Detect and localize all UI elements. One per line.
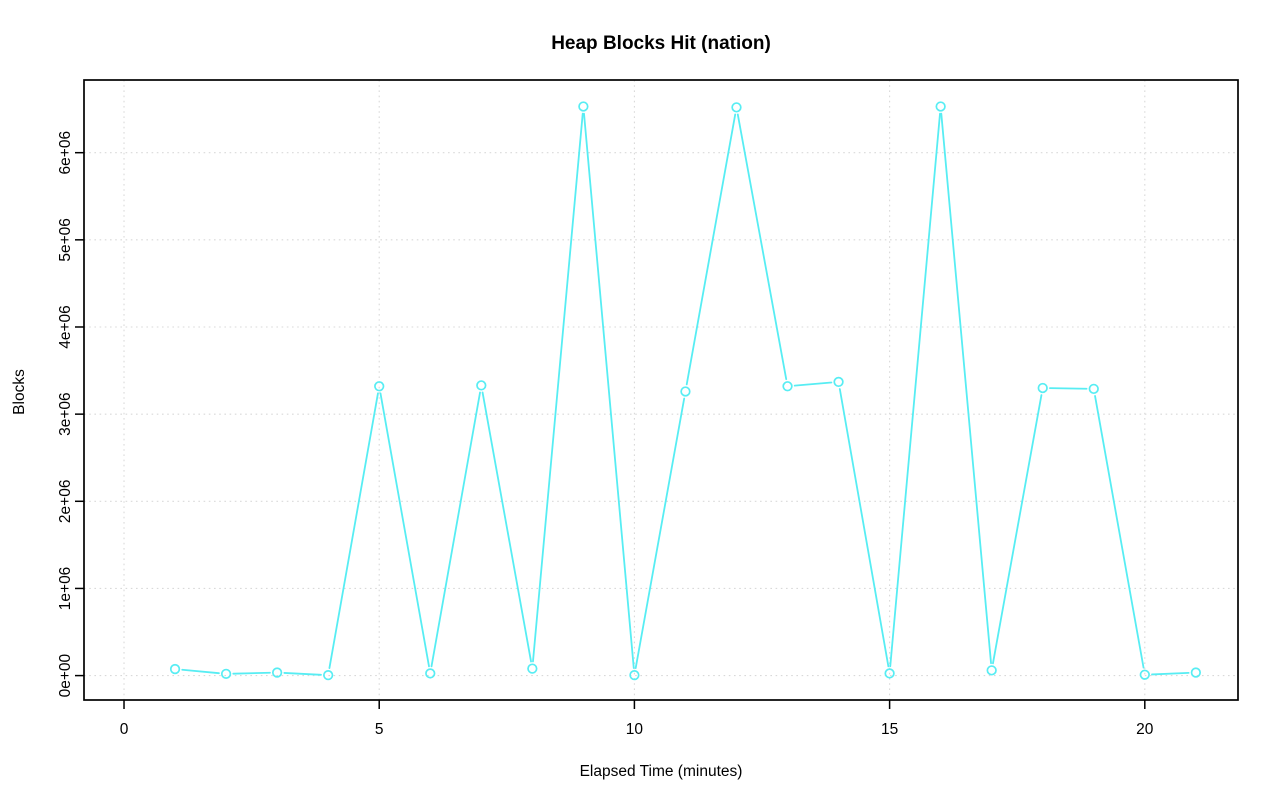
series-segment xyxy=(940,112,992,665)
x-tick-label: 10 xyxy=(626,721,644,738)
data-series xyxy=(169,101,1201,681)
data-point xyxy=(271,667,283,678)
data-point xyxy=(1139,669,1150,680)
series-segment xyxy=(532,112,584,663)
data-point xyxy=(731,102,742,113)
y-tick-label: 2e+06 xyxy=(57,480,74,524)
series-segment xyxy=(1049,387,1088,390)
series-segment xyxy=(685,113,737,386)
y-tick-label: 3e+06 xyxy=(57,392,74,436)
data-point xyxy=(425,668,436,679)
data-point xyxy=(527,663,538,674)
plot-box xyxy=(83,79,1239,701)
y-tick-label: 0e+00 xyxy=(57,653,74,697)
data-point xyxy=(1088,383,1099,395)
series-segment xyxy=(838,388,890,668)
series-segment xyxy=(328,392,379,669)
y-tick-label: 1e+06 xyxy=(57,567,74,611)
data-point xyxy=(169,663,181,675)
x-tick-label: 20 xyxy=(1136,721,1154,738)
y-tick-label: 4e+06 xyxy=(57,305,74,349)
data-point xyxy=(986,665,997,676)
data-point xyxy=(476,380,487,391)
x-tick-label: 15 xyxy=(881,721,898,738)
series-segment xyxy=(634,397,686,669)
chart-title: Heap Blocks Hit (nation) xyxy=(551,33,771,54)
data-point xyxy=(578,101,589,112)
y-tick-label: 5e+06 xyxy=(57,218,74,262)
data-point xyxy=(884,668,895,679)
data-point xyxy=(323,670,334,681)
series-segment xyxy=(283,672,322,676)
data-point xyxy=(1037,382,1048,394)
data-point xyxy=(629,670,640,681)
axes: 0 5 10 15 20 0e+00 1e+06 2e+06 3e+06 4e+06 5e+06 6e… xyxy=(57,79,1239,738)
y-axis-label: Blocks xyxy=(11,369,28,415)
x-axis-label: Elapsed Time (minutes) xyxy=(580,763,743,780)
series-segment xyxy=(481,391,532,663)
gridlines xyxy=(84,80,1238,700)
data-point xyxy=(833,376,844,388)
data-point xyxy=(782,381,793,392)
series-segment xyxy=(379,392,430,668)
series-segment xyxy=(1151,671,1190,676)
series-segment xyxy=(583,112,635,669)
x-tick-label: 0 xyxy=(120,721,129,738)
x-tick-label: 5 xyxy=(375,721,384,738)
data-point xyxy=(220,668,232,680)
series-segment xyxy=(1094,395,1145,669)
series-segment xyxy=(430,391,481,668)
series-segment xyxy=(889,112,941,668)
series-segment xyxy=(793,381,833,387)
data-point xyxy=(680,386,691,397)
series-segment xyxy=(181,668,220,675)
series-segment xyxy=(992,394,1043,665)
series-segment xyxy=(736,113,788,381)
data-point xyxy=(935,101,946,112)
data-point xyxy=(1190,667,1201,678)
data-point xyxy=(374,381,385,392)
series-segment xyxy=(232,671,271,675)
y-tick-label: 6e+06 xyxy=(57,131,74,175)
